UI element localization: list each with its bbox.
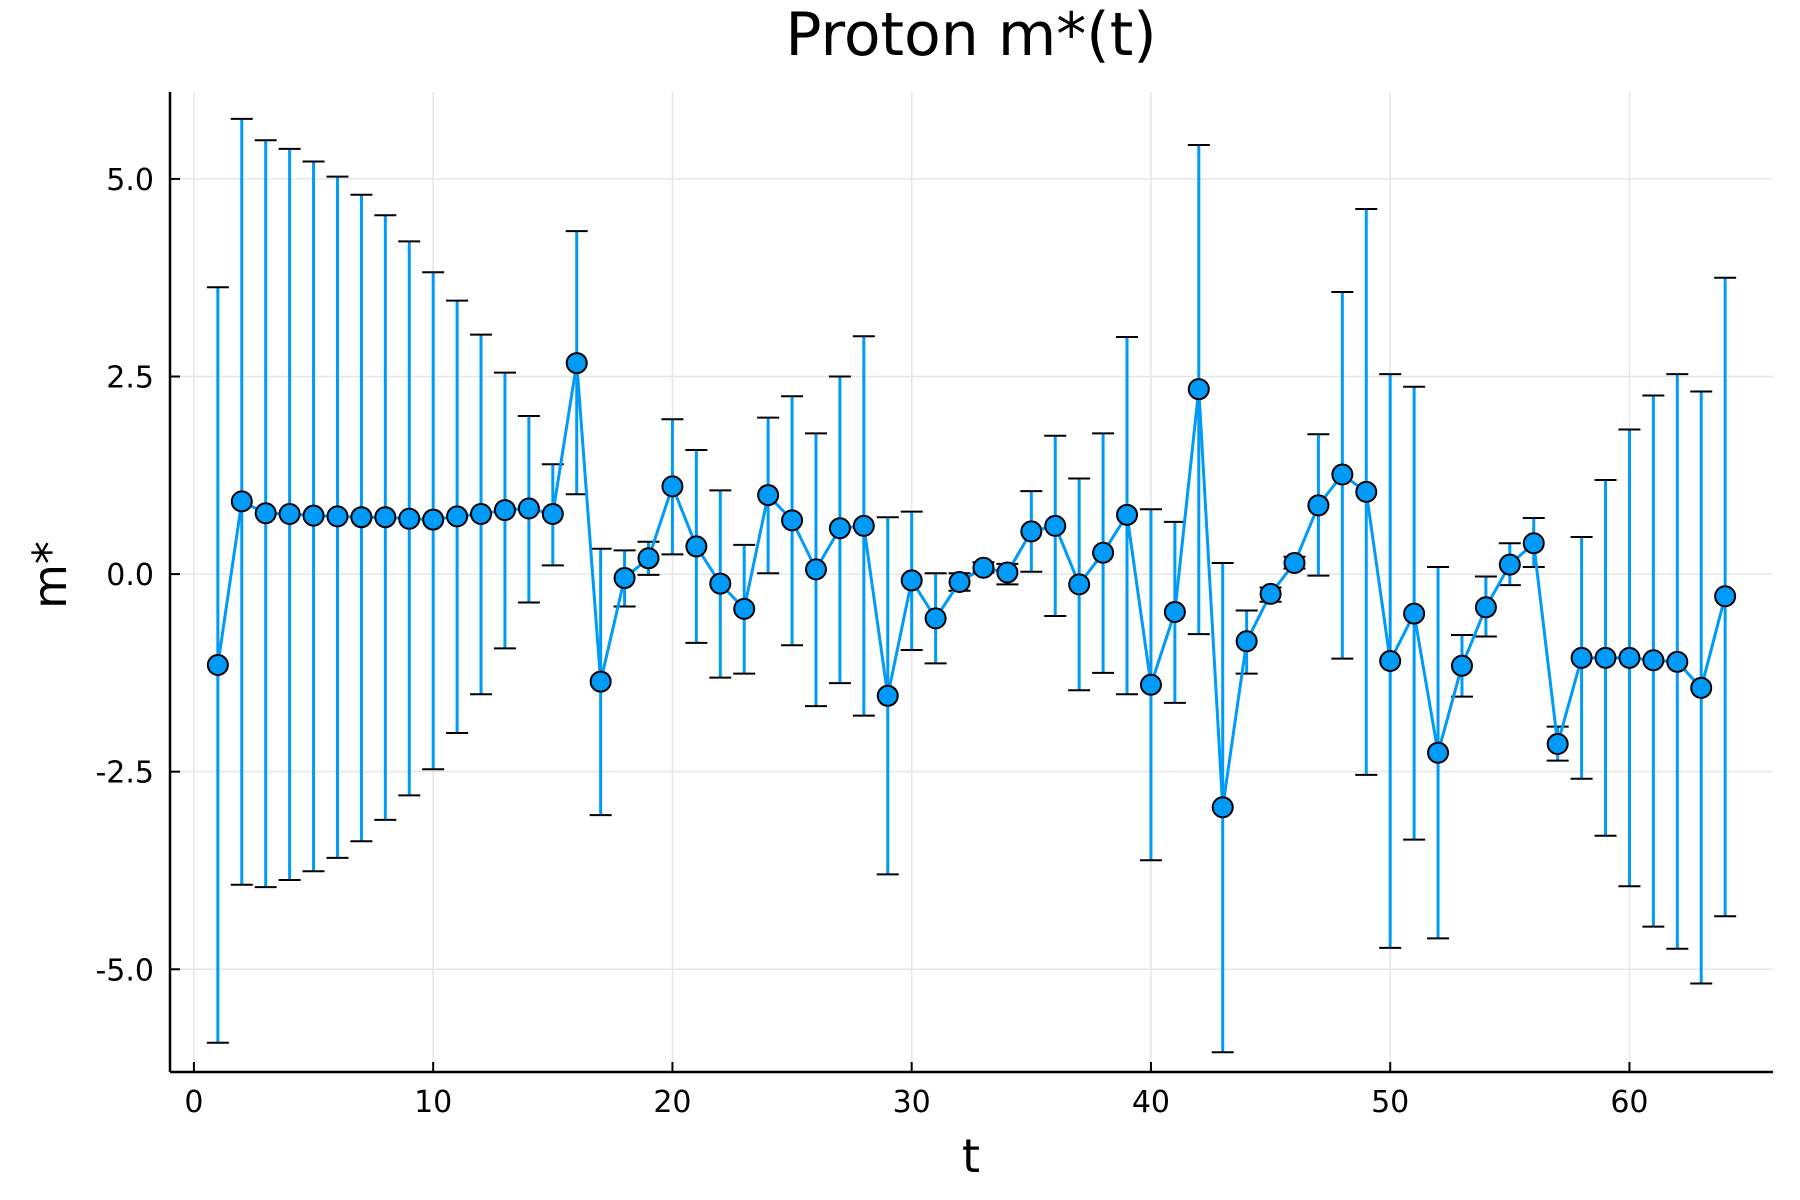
data-point — [446, 505, 469, 528]
y-tick-label: -5.0 — [95, 953, 154, 988]
data-point — [374, 506, 397, 529]
data-point — [1546, 733, 1569, 756]
data-point — [1714, 585, 1737, 608]
data-point — [1522, 532, 1545, 555]
data-point — [1259, 582, 1282, 605]
data-point — [1403, 602, 1426, 625]
data-point — [1331, 463, 1354, 486]
x-tick-label: 0 — [184, 1085, 203, 1120]
series-line — [216, 362, 1727, 808]
y-tick-label: 2.5 — [106, 361, 154, 396]
data-point — [1642, 649, 1665, 672]
data-point — [1307, 494, 1330, 517]
data-point — [230, 490, 253, 513]
x-tick-label: 50 — [1371, 1085, 1409, 1120]
x-tick-label: 30 — [893, 1085, 931, 1120]
data-point — [326, 505, 349, 528]
data-point — [1618, 646, 1641, 669]
data-point — [565, 352, 588, 375]
data-point — [757, 484, 780, 507]
y-tick-label: 5.0 — [106, 163, 154, 198]
data-point — [972, 556, 995, 579]
data-point — [278, 503, 301, 526]
data-point — [1690, 676, 1713, 699]
data-point — [876, 684, 899, 707]
data-point — [804, 558, 827, 581]
data-point — [517, 497, 540, 520]
tick-labels: 0 10 20 30 40 50 60 -5.0 -2.5 0.0 2.5 5.0 — [95, 163, 1648, 1120]
data-point — [1139, 673, 1162, 696]
data-point — [493, 499, 516, 522]
data-point — [1594, 646, 1617, 669]
data-point — [1116, 503, 1139, 526]
data-point — [1283, 552, 1306, 575]
data-point — [1211, 796, 1234, 819]
x-tick-label: 20 — [653, 1085, 691, 1120]
axes — [168, 92, 1773, 1074]
data-point — [781, 509, 804, 532]
data-point — [1235, 630, 1258, 653]
data-point — [1666, 650, 1689, 673]
x-axis-label: t — [962, 1129, 980, 1183]
data-point — [589, 670, 612, 693]
data-point — [206, 653, 229, 676]
data-point — [254, 502, 277, 525]
data-point — [685, 535, 708, 558]
chart-title: Proton m*(t) — [785, 0, 1156, 70]
data-point — [613, 567, 636, 590]
y-axis-label: m* — [23, 541, 77, 609]
data-point — [828, 517, 851, 540]
data-point — [1355, 480, 1378, 503]
data-point — [709, 572, 732, 595]
data-point — [924, 607, 947, 630]
data-point — [1474, 596, 1497, 619]
data-point — [637, 547, 660, 570]
data-series — [206, 117, 1737, 1054]
data-point — [422, 508, 445, 531]
data-point — [470, 503, 493, 526]
data-point — [1163, 601, 1186, 624]
data-point — [398, 507, 421, 530]
data-point — [1450, 654, 1473, 677]
data-point — [1498, 553, 1521, 576]
data-point — [948, 571, 971, 593]
x-tick-label: 10 — [414, 1085, 452, 1120]
data-point — [661, 475, 684, 498]
data-point — [1379, 650, 1402, 673]
y-tick-label: -2.5 — [95, 756, 154, 791]
data-point — [541, 503, 564, 526]
x-tick-label: 60 — [1610, 1085, 1648, 1120]
data-point — [1020, 520, 1043, 543]
data-point — [1427, 741, 1450, 764]
data-point — [302, 504, 325, 527]
y-tick-label: 0.0 — [106, 558, 154, 593]
data-point — [1092, 541, 1115, 564]
data-point — [1068, 573, 1091, 596]
data-point — [852, 514, 875, 537]
data-point — [1570, 646, 1593, 669]
data-point — [996, 561, 1019, 584]
data-point — [900, 569, 923, 592]
data-point — [733, 597, 756, 620]
data-point — [1044, 514, 1067, 537]
data-point — [1187, 378, 1210, 401]
x-tick-label: 40 — [1132, 1085, 1170, 1120]
data-point — [350, 506, 373, 529]
